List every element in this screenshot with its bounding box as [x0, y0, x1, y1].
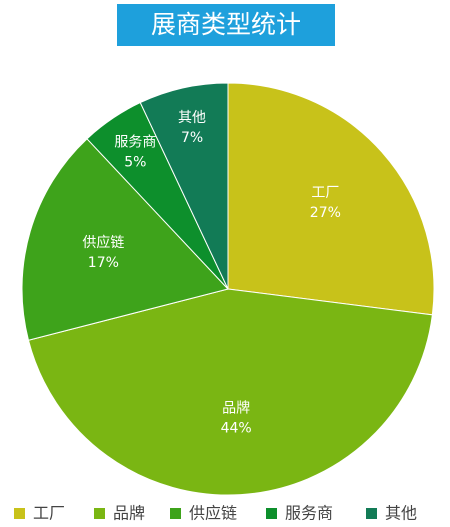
slice-name: 服务商	[114, 135, 156, 151]
title-box	[117, 4, 335, 46]
legend-label: 供应链	[189, 504, 237, 523]
slice-value: 27%	[310, 205, 341, 221]
legend-swatch	[170, 508, 181, 519]
slice-value: 44%	[221, 421, 252, 437]
chart-title: 展商类型统计	[151, 10, 301, 39]
legend-label: 工厂	[33, 504, 65, 523]
legend-swatch	[14, 508, 25, 519]
legend-label: 品牌	[113, 504, 145, 523]
slice-name: 其他	[178, 110, 206, 126]
legend-swatch	[266, 508, 277, 519]
slice-name: 供应链	[82, 234, 124, 251]
legend-label: 其他	[385, 504, 417, 523]
pie-slice	[227, 82, 435, 316]
slice-value: 5%	[124, 155, 146, 171]
slice-name: 品牌	[222, 400, 250, 417]
pie-slice	[27, 288, 433, 496]
slice-name: 工厂	[311, 185, 339, 201]
legend-swatch	[366, 508, 377, 519]
legend-swatch	[94, 508, 105, 519]
slice-value: 7%	[181, 130, 203, 146]
pie-slice	[21, 138, 229, 341]
legend-label: 服务商	[285, 504, 333, 523]
slice-value: 17%	[88, 255, 119, 271]
pie-slice	[139, 82, 229, 290]
